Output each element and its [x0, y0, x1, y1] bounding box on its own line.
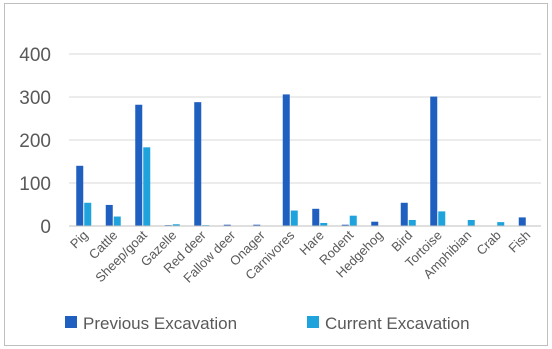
- bar-current-11: [408, 219, 416, 226]
- bar-previous-9: [341, 224, 349, 226]
- y-tick-label: 0: [40, 217, 51, 238]
- bar-current-2: [143, 147, 151, 226]
- bar-previous-12: [430, 96, 438, 226]
- chart-frame: 0 100 200 300 400 Pig Cattle Sheep/goat Gazelle…: [4, 3, 548, 346]
- bar-previous-0: [76, 165, 84, 226]
- bar-previous-7: [282, 94, 290, 226]
- legend-label-previous: Previous Excavation: [83, 314, 237, 333]
- bar-current-9: [349, 215, 357, 226]
- legend-label-current: Current Excavation: [325, 314, 470, 333]
- bar-previous-1: [105, 204, 113, 226]
- bar-current-12: [438, 211, 446, 226]
- bar-current-14: [497, 222, 505, 226]
- y-axis-ticks: 0 100 200 300 400: [19, 45, 51, 238]
- x-category-label: Crab: [473, 228, 504, 259]
- y-tick-label: 300: [19, 88, 51, 109]
- bar-previous-6: [253, 224, 261, 226]
- bar-current-8: [320, 222, 328, 226]
- bar-previous-15: [518, 217, 526, 226]
- bar-previous-8: [312, 208, 320, 226]
- bar-chart: 0 100 200 300 400 PigCattleSheep/goatGazelle…: [19, 45, 541, 333]
- bar-current-3: [172, 224, 180, 226]
- bar-current-13: [467, 219, 475, 226]
- x-category-label: Pig: [67, 228, 91, 252]
- bars: [76, 94, 526, 226]
- bar-previous-2: [135, 104, 143, 226]
- legend-swatch-current: [307, 316, 319, 328]
- gridlines: [69, 53, 541, 184]
- bar-previous-5: [223, 224, 231, 226]
- bar-previous-10: [371, 221, 379, 226]
- bar-current-0: [84, 202, 92, 226]
- x-category-label: Fish: [505, 228, 533, 256]
- y-tick-label: 100: [19, 174, 51, 195]
- bar-current-7: [290, 210, 298, 226]
- y-tick-label: 200: [19, 131, 51, 152]
- bar-previous-11: [400, 202, 408, 226]
- legend-swatch-previous: [65, 316, 77, 328]
- legend: Previous Excavation Current Excavation: [65, 314, 470, 333]
- bar-previous-4: [194, 102, 202, 226]
- y-tick-label: 400: [19, 45, 51, 66]
- bar-current-1: [113, 216, 121, 226]
